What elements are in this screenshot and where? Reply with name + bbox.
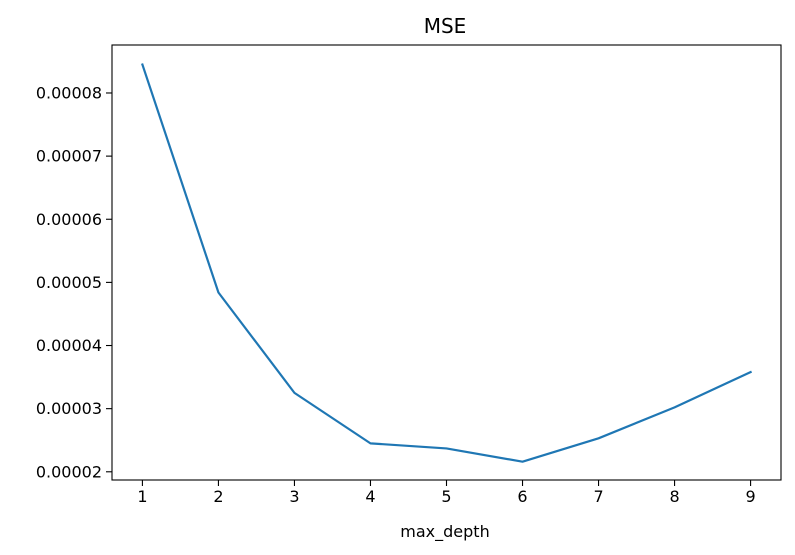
x-tick-label: 6 [517, 487, 527, 506]
x-tick-label: 7 [593, 487, 603, 506]
x-axis-label: max_depth [400, 522, 489, 542]
x-tick-label: 8 [669, 487, 679, 506]
x-tick-label: 1 [137, 487, 147, 506]
y-tick-label: 0.00005 [36, 273, 102, 292]
y-tick-label: 0.00006 [36, 210, 102, 229]
y-tick-label: 0.00004 [36, 336, 102, 355]
y-tick-label: 0.00007 [36, 147, 102, 166]
plot-area [111, 44, 782, 481]
x-axis: 1 2 3 4 5 6 7 8 9 [137, 480, 756, 506]
series-layer [141, 63, 753, 463]
y-tick-label: 0.00002 [36, 462, 102, 481]
x-tick-label: 4 [365, 487, 375, 506]
y-axis: 0.00002 0.00003 0.00004 0.00005 0.00006 0.000… [36, 83, 112, 481]
x-tick-label: 5 [441, 487, 451, 506]
x-tick-label: 9 [745, 487, 755, 506]
series-line [141, 63, 753, 463]
plot-frame [111, 44, 782, 481]
x-tick-label: 2 [213, 487, 223, 506]
y-tick-label: 0.00008 [36, 83, 102, 102]
chart-title: MSE [424, 14, 467, 38]
y-tick-label: 0.00003 [36, 399, 102, 418]
x-tick-label: 3 [289, 487, 299, 506]
